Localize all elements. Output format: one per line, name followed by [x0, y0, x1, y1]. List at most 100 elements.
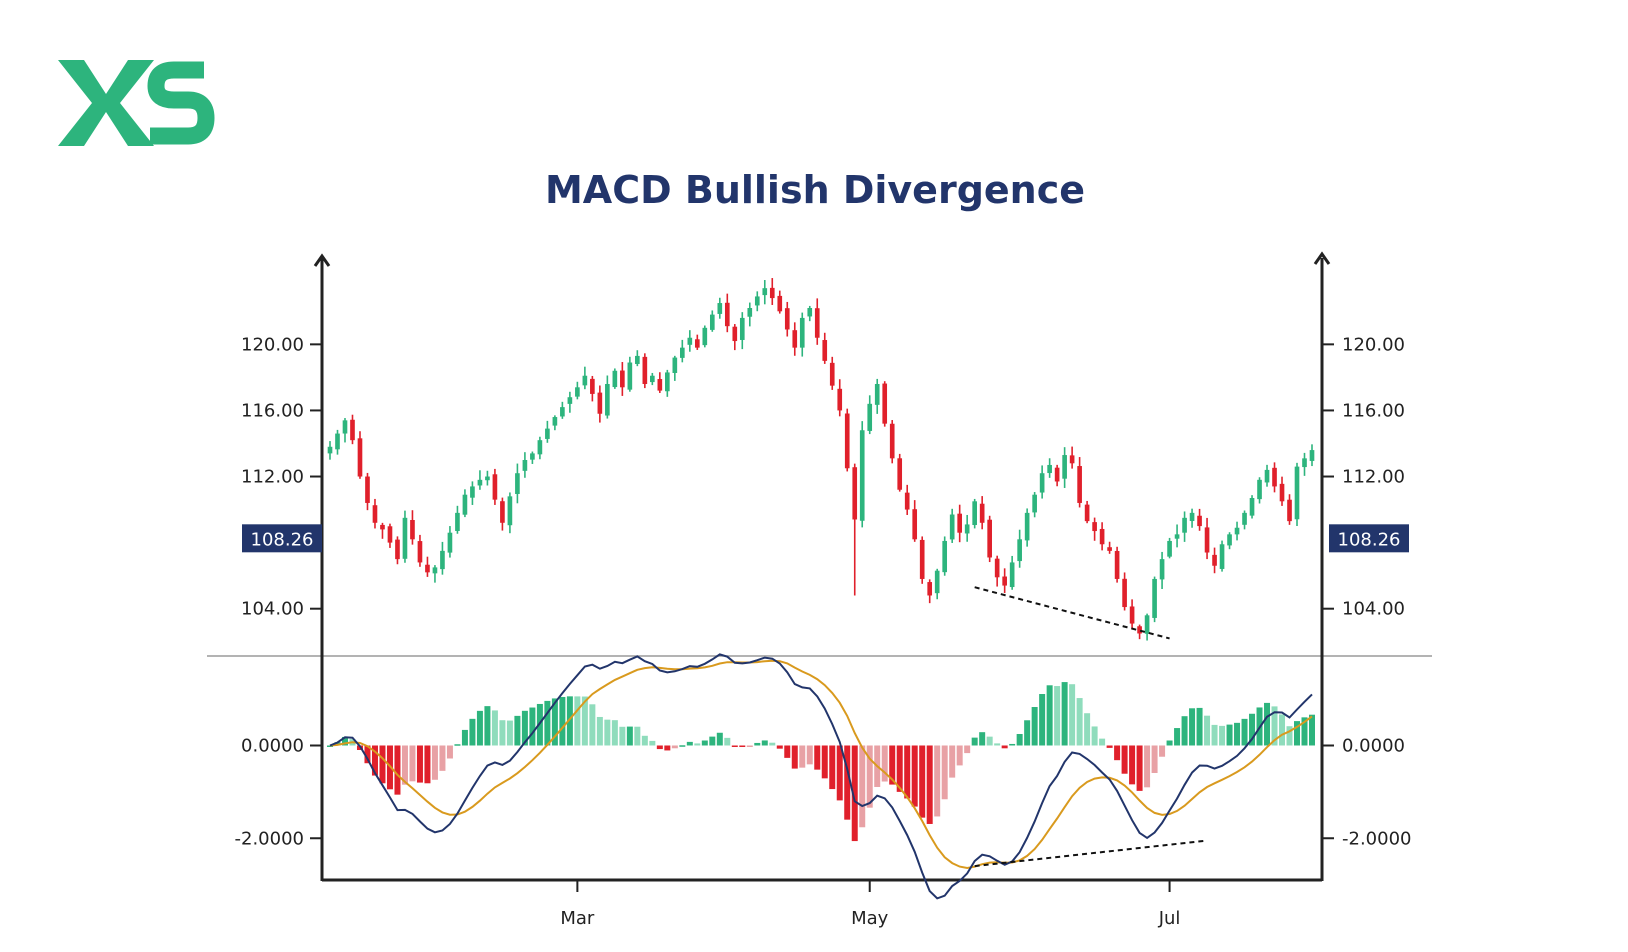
histogram-bar [799, 745, 806, 768]
candle-body [342, 420, 348, 434]
candle [1017, 529, 1022, 568]
candle [597, 385, 603, 423]
candle-body [522, 460, 528, 471]
histogram-bar [911, 745, 918, 807]
right-axis-arrow-icon [1313, 251, 1331, 265]
candle-body [327, 446, 333, 454]
macd-tick-label-left: -2.0000 [235, 828, 304, 849]
candle [432, 565, 438, 583]
candle [1114, 546, 1120, 583]
x-tick-label: Jul [1158, 908, 1181, 929]
candle-body [650, 375, 655, 383]
candle [867, 395, 873, 435]
macd-histogram [327, 682, 1315, 842]
candle-body [335, 433, 340, 450]
candle [567, 391, 573, 413]
candle [777, 290, 783, 314]
candle-body [972, 501, 977, 526]
histogram-bar [589, 704, 596, 746]
candle [1234, 521, 1240, 541]
candle-body [949, 514, 955, 540]
histogram-bar [604, 719, 611, 746]
histogram-bar [461, 729, 468, 746]
candle [1054, 464, 1060, 487]
histogram-bar [1076, 698, 1083, 746]
histogram-bar [1001, 745, 1008, 749]
histogram-bar [1151, 745, 1158, 773]
histogram-bar [619, 726, 626, 746]
candle-body [754, 296, 760, 306]
candle-body [425, 564, 430, 573]
candle-body [1122, 578, 1127, 608]
histogram-bar [1091, 726, 1098, 746]
candle [477, 470, 483, 490]
candle [882, 381, 888, 427]
candle-body [1024, 512, 1030, 541]
candle-body [717, 303, 723, 314]
histogram-bar [881, 745, 888, 782]
candle [754, 291, 760, 312]
histogram-bar [1039, 694, 1046, 746]
candle-body [657, 379, 663, 391]
histogram-bar [1264, 702, 1271, 746]
price-tick-label-left: 104.00 [241, 599, 304, 620]
histogram-bar [1271, 706, 1278, 746]
candle [1107, 541, 1112, 554]
candle-body [1174, 534, 1180, 539]
chart-title: MACD Bullish Divergence [545, 168, 1085, 212]
axes: 120.00 120.00 116.00 116.00 112.00 112.00 104.… [235, 251, 1411, 929]
candle-body [372, 505, 378, 523]
candle [1279, 476, 1285, 506]
xs-logo [58, 60, 215, 146]
candle-body [417, 541, 423, 563]
candle [904, 484, 910, 515]
histogram-bar [446, 745, 453, 759]
candle-body [867, 403, 873, 431]
candle [447, 526, 453, 558]
candle-body [1302, 458, 1307, 468]
histogram-bar [454, 744, 461, 746]
candle-body [859, 430, 865, 521]
histogram-bar [394, 745, 401, 795]
candle [537, 436, 543, 460]
candle-body [552, 417, 558, 426]
histogram-bar [1234, 722, 1241, 746]
candle [612, 368, 618, 389]
candle-body [515, 473, 520, 494]
histogram-bar [731, 745, 738, 747]
histogram-bar [971, 737, 978, 746]
histogram-bar [484, 706, 491, 746]
candle [769, 278, 775, 305]
histogram-bar [844, 745, 851, 820]
candle [372, 498, 378, 529]
candle [1009, 555, 1015, 590]
candle-body [837, 388, 843, 411]
histogram-bar [941, 745, 948, 800]
histogram-bar [1249, 713, 1256, 746]
histogram-bar [334, 742, 341, 746]
candle-body [612, 370, 618, 388]
candle [1002, 568, 1007, 594]
candle-body [447, 532, 453, 553]
candle [530, 451, 535, 464]
histogram-bar [994, 743, 1001, 746]
price-tick-label-right: 112.00 [1342, 467, 1405, 488]
histogram-bar [559, 696, 566, 746]
candle-body [777, 295, 783, 312]
histogram-bar [1301, 717, 1308, 746]
candle [627, 356, 633, 392]
price-tick-label-right: 104.00 [1342, 599, 1405, 620]
price-tick-label-left: 120.00 [241, 334, 304, 355]
logo-s-shape [147, 61, 215, 145]
candle [679, 339, 685, 363]
candle-body [979, 503, 985, 523]
candle-body [784, 308, 790, 330]
x-tick-label: Mar [560, 908, 595, 929]
histogram-bar [611, 720, 618, 746]
candle-body [627, 362, 633, 390]
left-axis-arrow-icon [313, 253, 331, 267]
candle-body [432, 567, 438, 574]
candle-body [844, 413, 850, 469]
price-divergence-line [974, 586, 1170, 640]
histogram-bar [1054, 686, 1061, 746]
